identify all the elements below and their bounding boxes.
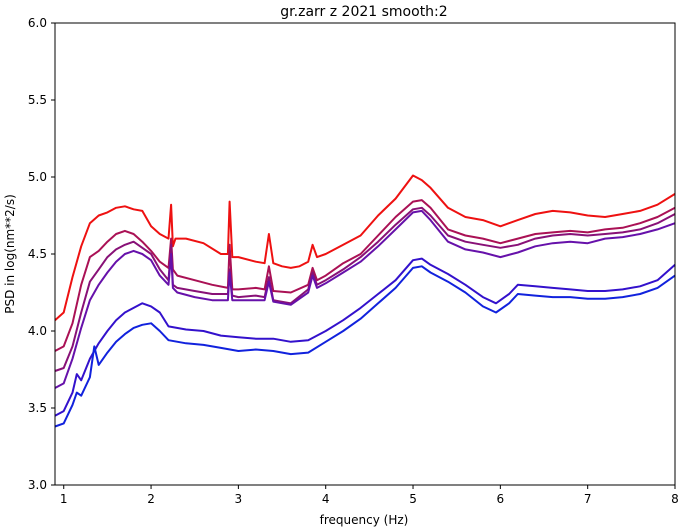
y-tick-label: 3.5 — [28, 401, 47, 415]
x-axis-label: frequency (Hz) — [320, 513, 409, 527]
chart-title: gr.zarr z 2021 smooth:2 — [280, 4, 447, 20]
y-tick-label: 5.5 — [28, 93, 47, 107]
x-tick-label: 8 — [671, 492, 679, 506]
x-tick-label: 2 — [147, 492, 155, 506]
x-tick-label: 1 — [60, 492, 68, 506]
series-line-4 — [54, 209, 676, 389]
y-tick-label: 4.5 — [28, 247, 47, 261]
series-line-2 — [54, 199, 676, 352]
y-tick-label: 5.0 — [28, 170, 47, 184]
y-tick-label: 6.0 — [28, 16, 47, 30]
x-tick-label: 7 — [584, 492, 592, 506]
series-line-6 — [54, 265, 676, 428]
x-tick-label: 3 — [235, 492, 243, 506]
y-tick-label: 4.0 — [28, 324, 47, 338]
y-axis: 3.0 3.5 4.0 4.5 5.0 5.5 6.0 — [28, 16, 55, 492]
y-tick-label: 3.0 — [28, 478, 47, 492]
x-tick-label: 5 — [409, 492, 417, 506]
x-tick-label: 4 — [322, 492, 330, 506]
x-tick-label: 6 — [497, 492, 505, 506]
series-layer — [54, 174, 676, 428]
series-line-5 — [54, 257, 676, 417]
x-axis: 1 2 3 4 5 6 7 8 — [60, 485, 679, 506]
y-axis-label: PSD in log(nm**2/s) — [3, 194, 17, 314]
series-line-1 — [54, 174, 676, 321]
